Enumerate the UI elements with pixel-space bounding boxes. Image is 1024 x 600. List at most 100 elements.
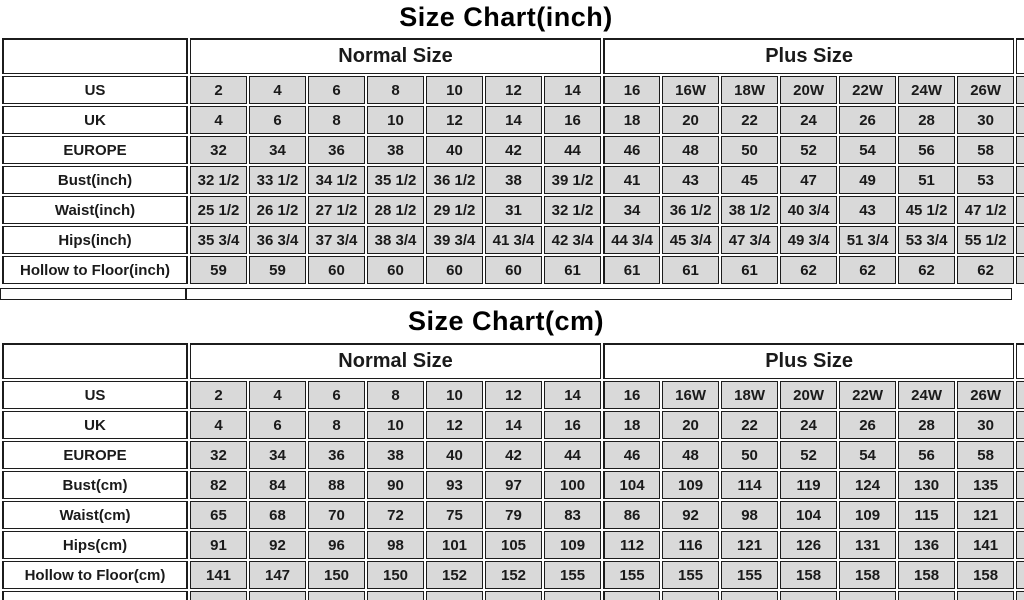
size-value-cell: 16 [544,106,602,134]
size-value-cell: 25 1/2 [190,196,247,224]
size-value-cell: 51 [898,166,956,194]
size-value-cell: 39 3/4 [426,226,483,254]
size-value-cell: 96 [308,531,365,559]
size-value-cell: 48 [662,136,720,164]
size-value-cell: 92 [662,501,720,529]
size-value-cell: 24W [898,76,956,104]
size-value-cell: 98 [367,531,424,559]
size-value-cell: 34 1/2 [308,166,365,194]
size-value-cell: 40 [426,441,483,469]
size-value-cell [957,591,1015,600]
size-value-cell: 50 [721,136,779,164]
size-value-cell: 4 [249,76,306,104]
size-value-cell: 35 1/2 [367,166,424,194]
size-value-cell: 82 [190,471,247,499]
size-value-cell: 155 [721,561,779,589]
size-value-cell: 6 [249,106,306,134]
size-value-cell: 32 [190,441,247,469]
clipped-bottom-row [2,591,1024,600]
size-value-cell: 60 [367,256,424,284]
size-value-cell: 45 1/2 [898,196,956,224]
size-value-cell: 8 [367,381,424,409]
table-row: EUROPE 32 34 36 38 40 42 44 46 48 50 52 54 56 58 [2,136,1024,164]
table-row: Hollow to Floor(inch) 59 59 60 60 60 60 61 61 61 6… [2,256,1024,284]
size-value-cell: 27 1/2 [308,196,365,224]
size-value-cell: 12 [485,381,542,409]
size-value-cell: 26W [957,381,1015,409]
size-value-cell: 40 [426,136,483,164]
row-label: EUROPE [2,441,188,469]
size-value-cell: 60 [426,256,483,284]
row-label: Hips(cm) [2,531,188,559]
size-value-cell [603,591,661,600]
clipped-value-cell [1016,136,1024,164]
size-value-cell: 30 [957,106,1015,134]
size-value-cell: 91 [190,531,247,559]
size-value-cell: 44 [544,136,602,164]
size-value-cell: 14 [485,411,542,439]
size-value-cell: 155 [544,561,602,589]
size-value-cell [780,591,838,600]
size-value-cell: 12 [485,76,542,104]
table-row: Hips(cm) 91 92 96 98 101 105 109 112 116 121 126 131… [2,531,1024,559]
size-value-cell: 141 [190,561,247,589]
size-value-cell: 53 3/4 [898,226,956,254]
table-row: EUROPE 32 34 36 38 40 42 44 46 48 50 52 54 56 58 [2,441,1024,469]
size-value-cell: 18W [721,381,779,409]
size-value-cell: 29 1/2 [426,196,483,224]
normal-size-header: Normal Size [190,343,602,379]
size-value-cell: 4 [190,411,247,439]
size-value-cell: 28 [898,106,956,134]
clipped-value-cell [1016,531,1024,559]
clipped-header-cell [1016,343,1024,379]
size-value-cell: 2 [190,381,247,409]
size-value-cell: 14 [544,76,602,104]
size-value-cell: 45 3/4 [662,226,720,254]
size-value-cell: 104 [603,471,661,499]
size-value-cell: 24W [898,381,956,409]
size-value-cell: 51 3/4 [839,226,897,254]
size-value-cell: 22W [839,76,897,104]
size-value-cell: 26W [957,76,1015,104]
size-value-cell: 22 [721,411,779,439]
table-row: US 2 4 6 8 10 12 14 16 16W 18W 20W 22W 24W 26W [2,381,1024,409]
size-value-cell [308,591,365,600]
table-row: US 2 4 6 8 10 12 14 16 16W 18W 20W 22W 24W 26W [2,76,1024,104]
table-row: Waist(cm) 65 68 70 72 75 79 83 86 92 98 104 109 115 12… [2,501,1024,529]
row-label: Hips(inch) [2,226,188,254]
size-value-cell: 8 [308,106,365,134]
size-value-cell: 62 [957,256,1015,284]
size-value-cell: 112 [603,531,661,559]
size-value-cell [662,591,720,600]
normal-size-header: Normal Size [190,38,602,74]
size-value-cell: 36 [308,136,365,164]
size-value-cell: 68 [249,501,306,529]
size-value-cell: 36 3/4 [249,226,306,254]
size-chart-cm-title: Size Chart(cm) [407,306,605,336]
size-value-cell: 105 [485,531,542,559]
size-value-cell: 70 [308,501,365,529]
size-value-cell: 131 [839,531,897,559]
size-value-cell: 18 [603,106,661,134]
size-value-cell: 98 [721,501,779,529]
size-value-cell: 59 [249,256,306,284]
size-value-cell: 152 [426,561,483,589]
size-value-cell: 61 [544,256,602,284]
size-value-cell: 44 3/4 [603,226,661,254]
size-value-cell: 36 [308,441,365,469]
row-label: Hollow to Floor(cm) [2,561,188,589]
size-value-cell: 62 [839,256,897,284]
size-value-cell: 6 [308,381,365,409]
size-value-cell: 53 [957,166,1015,194]
row-label: US [2,381,188,409]
clipped-value-cell [1016,501,1024,529]
row-label: Hollow to Floor(inch) [2,256,188,284]
row-label: EUROPE [2,136,188,164]
size-value-cell: 2 [190,76,247,104]
size-value-cell: 34 [249,441,306,469]
group-header-row: Normal Size Plus Size [2,38,1024,74]
size-value-cell: 24 [780,106,838,134]
size-value-cell: 32 [190,136,247,164]
size-value-cell [190,591,247,600]
